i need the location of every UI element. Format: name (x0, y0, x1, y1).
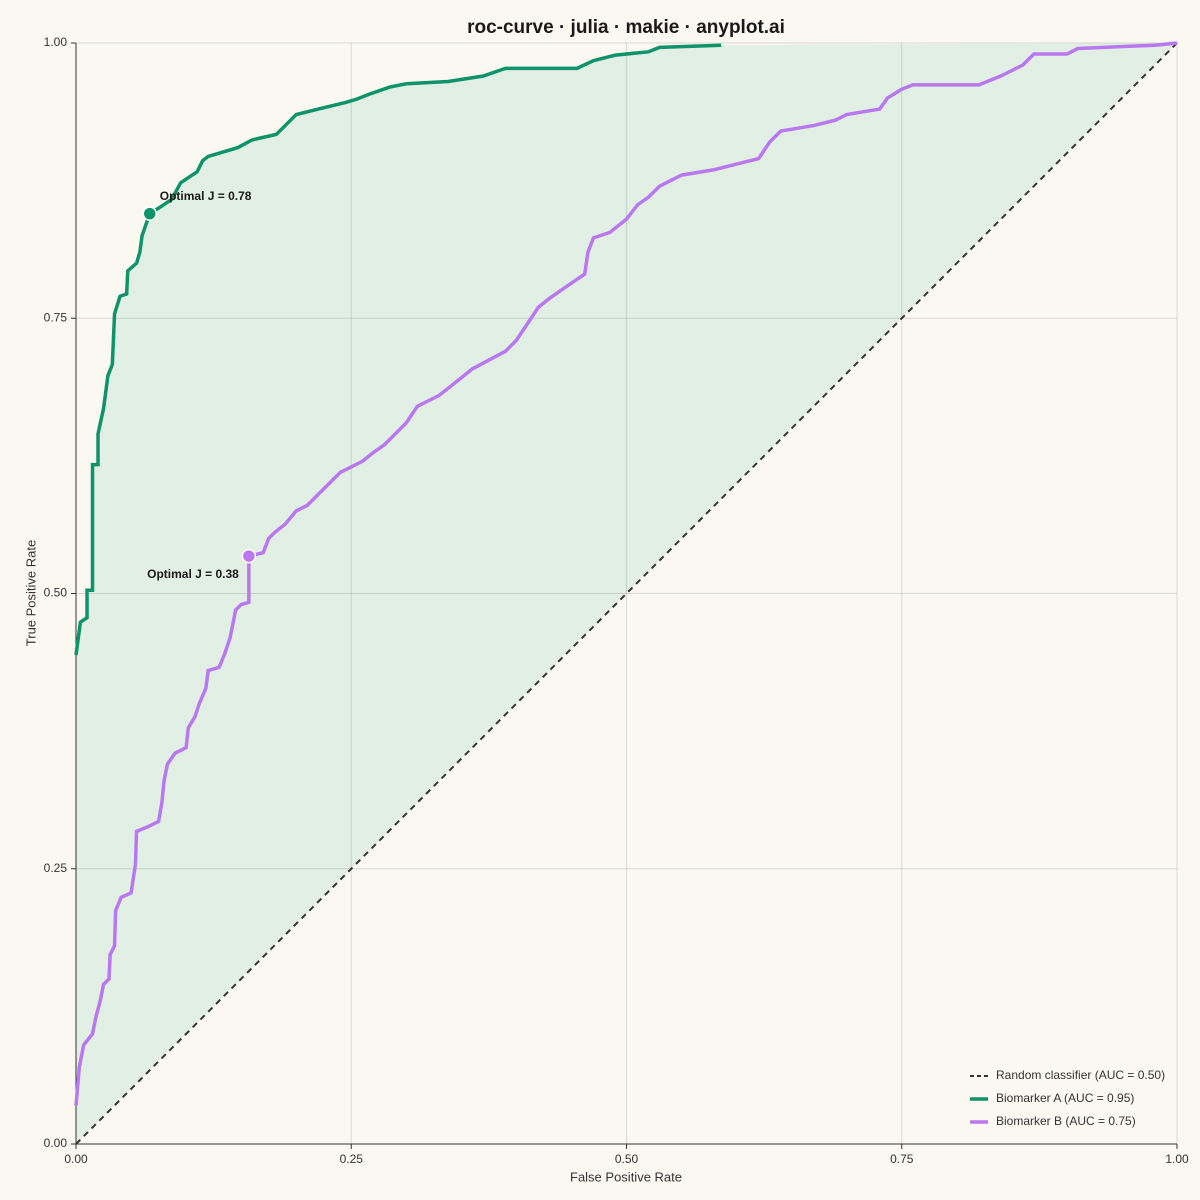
roc-line (74, 43, 722, 656)
y-tick-label: 0.00 (44, 1136, 68, 1150)
optimal-point (241, 548, 257, 564)
roc-line (74, 41, 1178, 1106)
y-tick-label: 1.00 (44, 35, 68, 49)
annotation: Optimal J = 0.78 (160, 189, 252, 203)
optimal-point (142, 206, 158, 221)
y-tick-label: 0.50 (44, 586, 68, 600)
legend-label: Biomarker A (AUC = 0.95) (996, 1091, 1134, 1105)
x-axis-label: False Positive Rate (570, 1169, 682, 1184)
chart-title: roc-curve · julia · makie · anyplot.ai (467, 17, 785, 38)
y-tick-label: 0.75 (44, 310, 68, 324)
x-tick-label: 0.25 (340, 1152, 364, 1166)
x-tick-label: 0.75 (890, 1152, 914, 1166)
annotation: Optimal J = 0.38 (147, 567, 239, 581)
x-tick-label: 0.00 (64, 1152, 88, 1166)
y-tick-label: 0.25 (44, 861, 68, 875)
legend-label: Biomarker B (AUC = 0.75) (996, 1114, 1136, 1128)
legend-label: Random classifier (AUC = 0.50) (996, 1068, 1165, 1082)
x-tick-label: 0.50 (615, 1152, 639, 1166)
y-axis-label: True Positive Rate (23, 540, 38, 646)
x-tick-label: 1.00 (1165, 1152, 1189, 1166)
